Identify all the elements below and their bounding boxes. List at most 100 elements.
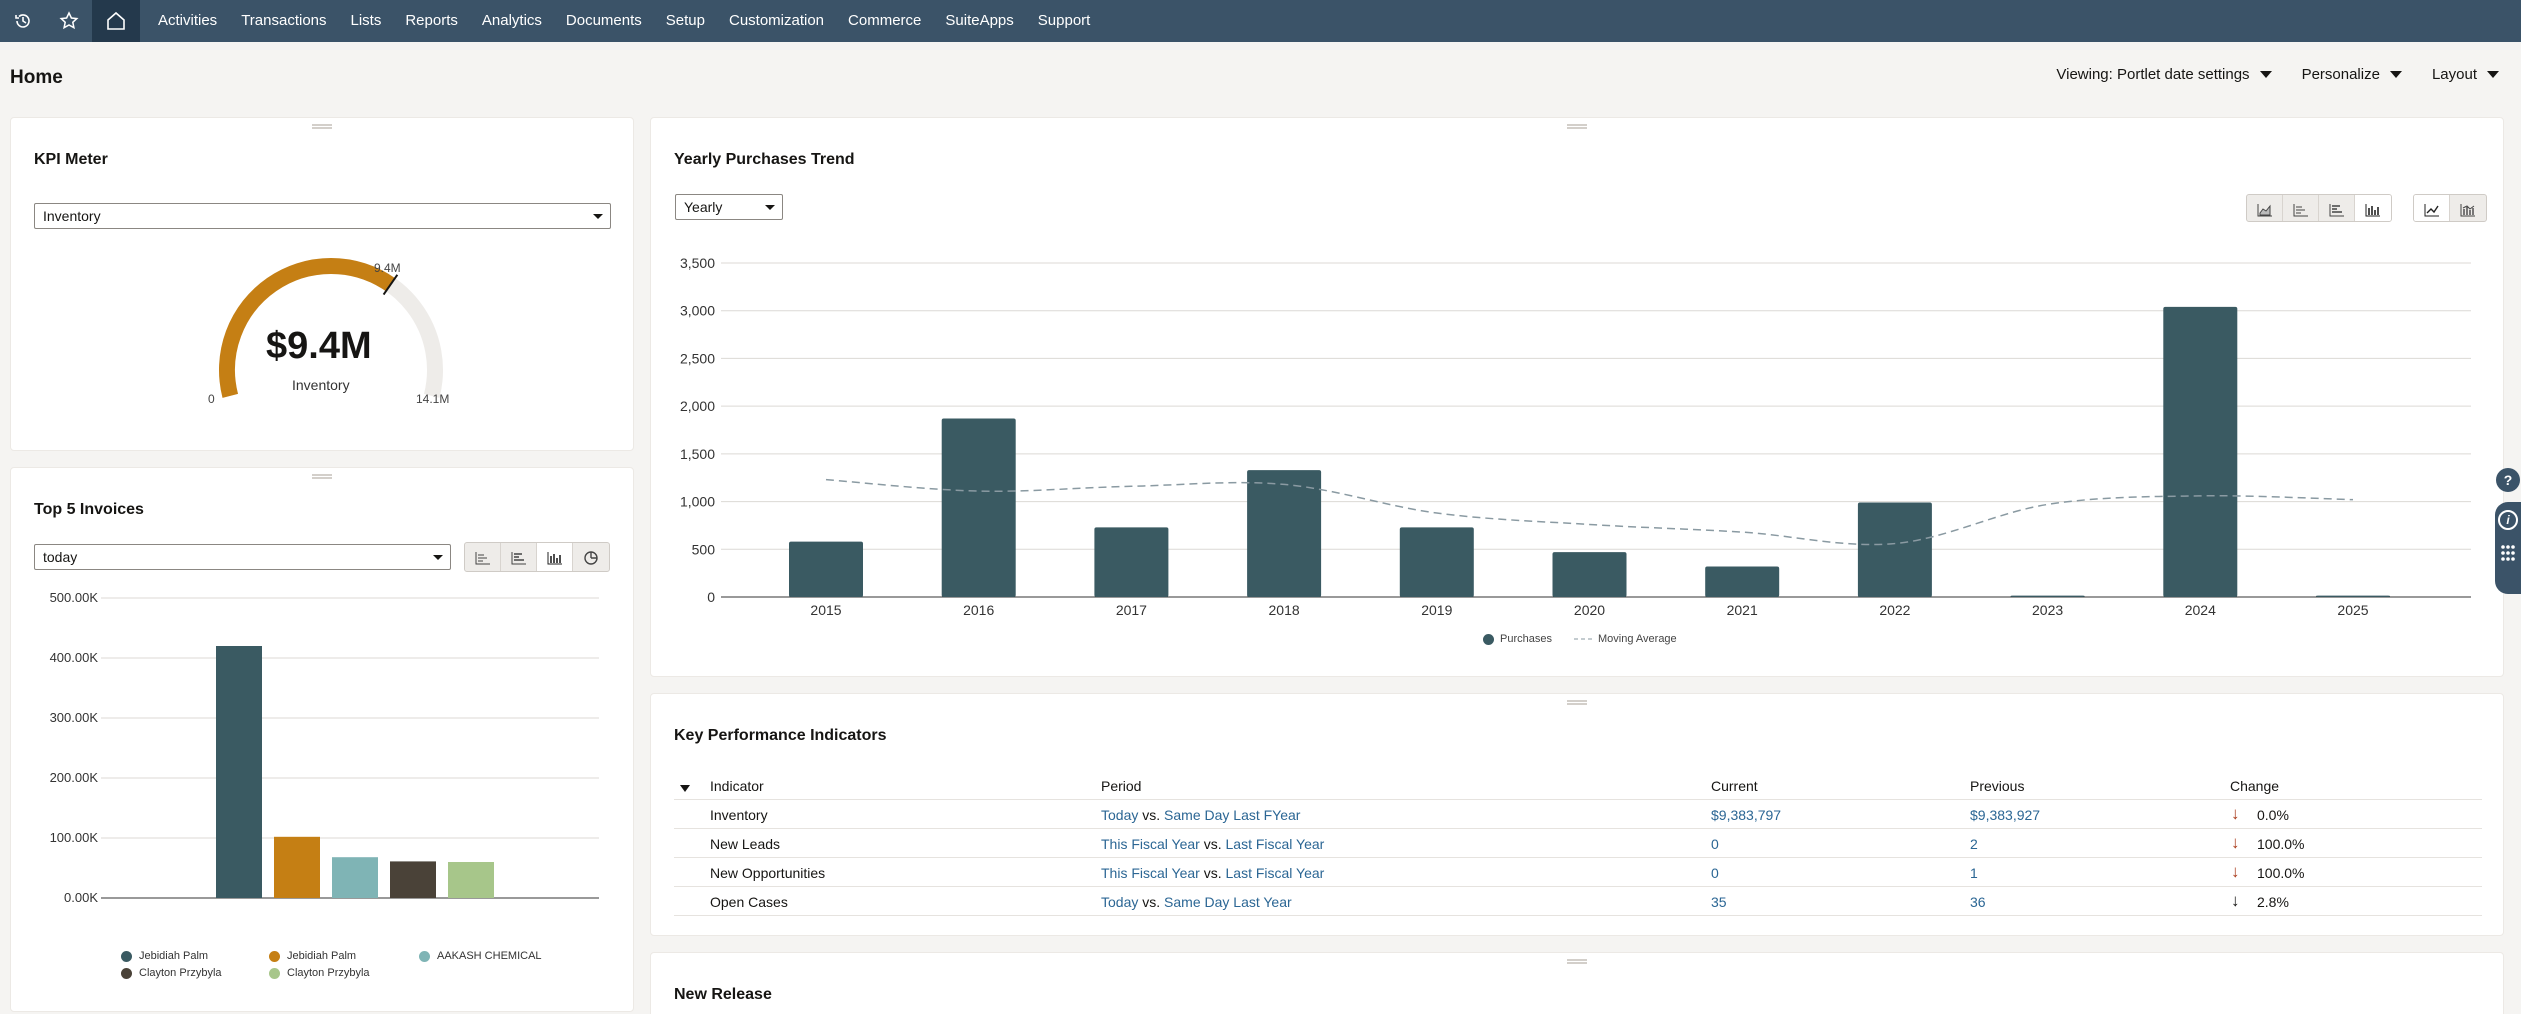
pie-chart-icon[interactable] [573,543,609,571]
viewing-dropdown[interactable]: Viewing: Portlet date settings [2056,66,2272,83]
legend-item-moving-average: Moving Average [1573,633,1677,645]
bar-line-combo-icon[interactable] [2450,195,2486,221]
yearly-legend: Purchases Moving Average [1483,633,1677,645]
bar[interactable] [2010,595,2085,597]
period-link[interactable]: This Fiscal Year [1101,865,1200,881]
period-link[interactable]: This Fiscal Year [1101,836,1200,852]
area-chart-icon[interactable] [2247,195,2283,221]
kpi-previous-link[interactable]: 36 [1970,894,1986,910]
line-chart-icon[interactable] [2414,195,2450,221]
nav-transactions[interactable]: Transactions [241,12,327,29]
bar[interactable] [2316,595,2390,597]
yearly-purchases-chart: 0 500 1,000 1,500 2,000 2,500 3,000 3,500 2015 20… [680,255,2471,618]
compare-period-link[interactable]: Same Day Last FYear [1164,807,1301,823]
y-tick-label: 300.00K [50,710,99,725]
info-icon[interactable]: i [2498,510,2518,530]
nav-activities[interactable]: Activities [158,12,218,29]
drag-handle[interactable] [312,474,332,479]
bar[interactable] [448,862,494,898]
period-vs: vs. [1142,894,1161,910]
legend-item: Jebidiah Palm [269,950,356,962]
bar[interactable] [1247,470,1322,597]
nav-lists[interactable]: Lists [350,12,382,29]
bar[interactable] [2163,306,2238,597]
nav-customization[interactable]: Customization [728,12,825,29]
kpi-indicator: New Opportunities [710,865,826,881]
arrow-down-icon: ↓ [2231,862,2240,881]
nav-setup[interactable]: Setup [665,12,705,29]
nav-suiteapps[interactable]: SuiteApps [945,12,1014,29]
kpi-rows: Inventory Today vs. Same Day Last FYear $9… [674,800,2482,916]
bar[interactable] [1857,502,1932,597]
legend-swatch [269,950,280,962]
kpi-current-link[interactable]: 0 [1711,836,1719,852]
column-chart-icon[interactable] [2355,195,2391,221]
y-tick-label: 1,500 [680,446,715,462]
drag-handle[interactable] [1567,124,1587,129]
kpi-previous-link[interactable]: 2 [1970,836,1978,852]
kpi-current-link[interactable]: 35 [1711,894,1727,910]
period-vs: vs. [1203,836,1222,852]
nav-support[interactable]: Support [1037,12,1091,29]
drag-handle[interactable] [1567,959,1587,964]
bar[interactable] [216,646,262,898]
horizontal-bar-chart-icon[interactable] [2319,195,2355,221]
kpi-previous-link[interactable]: $9,383,927 [1970,807,2041,823]
kpi-indicator: Inventory [710,807,768,823]
period-select-value: Yearly [684,199,723,215]
nav-analytics[interactable]: Analytics [481,12,542,29]
kpi-current-link[interactable]: $9,383,797 [1711,807,1782,823]
chart-type-toggle [464,542,610,572]
layout-dropdown[interactable]: Layout [2432,66,2499,83]
bar[interactable] [1094,527,1169,597]
bar[interactable] [1705,566,1780,597]
recent-records-icon[interactable] [0,0,46,42]
collapse-icon[interactable] [680,780,690,796]
x-tick-label: 2017 [1116,602,1147,618]
kpi-previous-link[interactable]: 1 [1970,865,1978,881]
stacked-bar-chart-icon[interactable] [465,543,501,571]
keypad-icon[interactable] [2500,544,2516,564]
bar[interactable] [1552,552,1627,597]
gauge-marker [382,274,399,296]
horizontal-bar-chart-icon[interactable] [501,543,537,571]
y-tick-label: 400.00K [50,650,99,665]
favorites-star-icon[interactable] [46,0,92,42]
y-tick-label: 500.00K [50,590,99,605]
help-icon[interactable]: ? [2496,468,2520,492]
period-link[interactable]: Today [1101,894,1139,910]
bar[interactable] [332,857,378,898]
bar[interactable] [789,541,863,597]
kpi-current-link[interactable]: 0 [1711,865,1719,881]
home-icon[interactable] [92,0,140,42]
kpi-row: Inventory Today vs. Same Day Last FYear $9… [674,800,2482,829]
y-tick-label: 2,500 [680,350,715,366]
top-invoices-legend: Jebidiah Palm Jebidiah Palm AAKASH CHEMICA… [111,950,591,990]
period-select[interactable]: Yearly [675,194,783,220]
compare-period-link[interactable]: Last Fiscal Year [1225,865,1325,881]
period-link[interactable]: Today [1101,807,1139,823]
header-controls: Viewing: Portlet date settings Personali… [2056,66,2499,83]
nav-commerce[interactable]: Commerce [848,12,922,29]
bar[interactable] [274,836,320,898]
portlet-title: KPI Meter [34,151,108,168]
nav-menu: Activities Transactions Lists Reports An… [146,0,1102,42]
compare-period-link[interactable]: Last Fiscal Year [1225,836,1325,852]
kpi-indicator: New Leads [710,836,781,852]
legend-swatch [269,967,280,979]
kpi-select[interactable]: Inventory [34,203,611,229]
legend-item: Clayton Przybyla [269,967,370,979]
drag-handle[interactable] [1567,700,1587,705]
column-chart-icon[interactable] [537,543,573,571]
drag-handle[interactable] [312,124,332,129]
nav-reports[interactable]: Reports [405,12,458,29]
bar[interactable] [1399,527,1474,597]
bar[interactable] [941,418,1016,597]
bar[interactable] [390,861,436,898]
nav-documents[interactable]: Documents [565,12,642,29]
stacked-bar-chart-icon[interactable] [2283,195,2319,221]
compare-period-link[interactable]: Same Day Last Year [1164,894,1292,910]
legend-item-purchases: Purchases [1483,633,1552,645]
personalize-dropdown[interactable]: Personalize [2302,66,2402,83]
period-select[interactable]: today [34,544,451,570]
